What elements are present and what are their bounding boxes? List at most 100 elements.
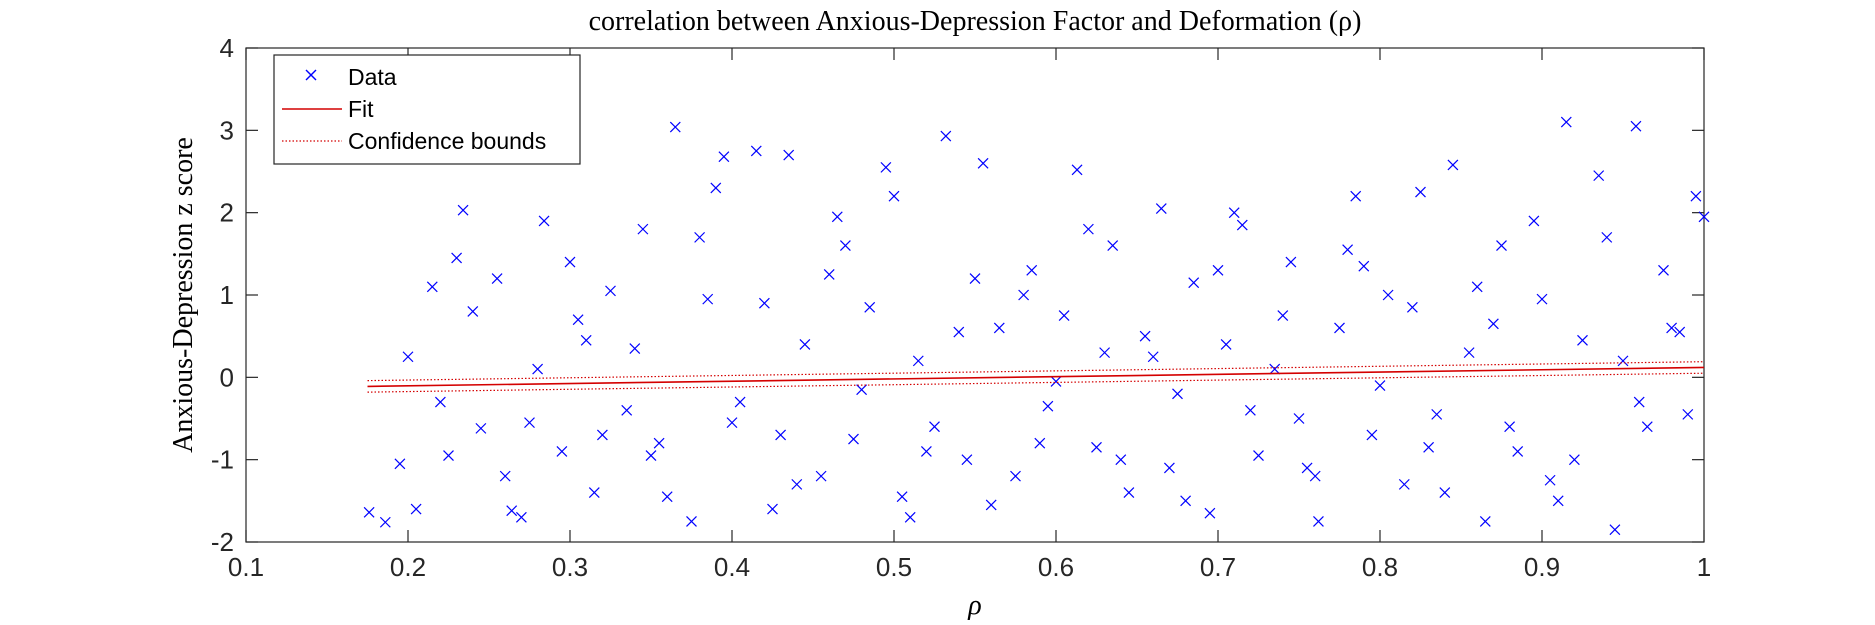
data-point <box>1334 322 1345 334</box>
data-point <box>1155 203 1167 214</box>
data-point <box>1244 404 1256 416</box>
data-point <box>491 273 503 284</box>
data-point <box>904 511 916 523</box>
data-point <box>621 404 633 416</box>
data-point <box>1690 190 1702 202</box>
data-point <box>1674 326 1686 338</box>
data-point <box>710 182 722 194</box>
data-point <box>1630 120 1642 132</box>
data-point <box>1593 170 1605 182</box>
legend-label-confidence: Confidence bounds <box>348 128 546 154</box>
data-point <box>734 396 746 408</box>
data-point <box>1398 478 1410 490</box>
data-point <box>1269 363 1281 375</box>
data-point <box>1496 240 1507 252</box>
data-point <box>1641 421 1653 433</box>
data-point <box>750 145 762 157</box>
y-tick-label: -1 <box>211 445 234 475</box>
y-axis-label: Anxious-Depression z score <box>168 137 199 453</box>
data-point <box>1423 441 1435 453</box>
fit-layer <box>367 361 1705 393</box>
data-point <box>1139 330 1151 342</box>
data-point <box>839 240 851 252</box>
data-point <box>831 211 843 223</box>
data-point <box>1544 474 1556 486</box>
data-point <box>961 454 973 466</box>
y-axis: -2 -1 0 1 2 3 4 <box>211 33 1704 557</box>
confidence-lower-line <box>367 372 1705 393</box>
data-point <box>1228 207 1240 219</box>
y-tick-label: 3 <box>220 115 234 145</box>
data-point <box>953 326 965 338</box>
data-point <box>1439 487 1451 499</box>
data-point <box>1253 450 1264 461</box>
data-point <box>443 450 454 461</box>
data-point <box>969 273 981 284</box>
data-point <box>1010 470 1021 482</box>
data-point <box>506 505 518 517</box>
data-point <box>1528 215 1540 227</box>
data-point <box>1609 524 1621 536</box>
data-point <box>726 417 738 429</box>
data-point <box>880 161 892 173</box>
data-point <box>1313 515 1324 527</box>
data-point <box>394 458 406 470</box>
data-point <box>1471 281 1483 293</box>
data-point <box>1034 437 1046 449</box>
x-tick-label: 0.8 <box>1362 552 1398 582</box>
data-point <box>1293 413 1305 424</box>
data-point <box>653 437 665 449</box>
data-point <box>1018 289 1030 301</box>
data-point <box>1415 186 1426 198</box>
data-point <box>1463 347 1475 359</box>
data-point <box>538 215 550 227</box>
data-point <box>410 503 422 515</box>
data-point <box>1082 223 1094 235</box>
data-point <box>402 351 414 363</box>
data-point <box>434 396 446 408</box>
data-point <box>1204 507 1216 519</box>
data-point <box>1552 495 1564 507</box>
data-point <box>767 503 778 515</box>
data-point <box>1285 256 1297 268</box>
data-point <box>1536 293 1548 305</box>
data-point <box>1601 231 1613 243</box>
data-point <box>1115 454 1127 466</box>
data-point <box>605 285 616 297</box>
data-point <box>588 487 600 499</box>
data-point <box>1277 310 1289 322</box>
data-point <box>1188 277 1200 289</box>
data-point <box>783 149 795 161</box>
legend-item-data: Data <box>305 64 397 90</box>
y-tick-label: 4 <box>220 33 234 63</box>
data-point <box>864 301 876 313</box>
data-point <box>775 429 787 441</box>
chart-title: correlation between Anxious-Depression F… <box>589 6 1362 37</box>
data-point <box>799 338 811 350</box>
data-point <box>1050 376 1062 387</box>
data-point <box>758 297 770 309</box>
data-point <box>363 506 375 518</box>
data-point <box>1236 219 1248 231</box>
y-tick-label: 2 <box>220 198 234 228</box>
fit-line <box>367 366 1705 388</box>
data-point <box>1577 334 1588 346</box>
data-point <box>451 252 463 264</box>
data-point <box>1479 515 1491 527</box>
data-point <box>977 157 989 169</box>
data-point <box>467 306 479 317</box>
data-point <box>1487 318 1499 330</box>
data-point <box>1180 495 1192 507</box>
data-point <box>524 417 535 429</box>
x-tick-label: 0.9 <box>1524 552 1560 582</box>
data-point <box>920 446 932 457</box>
data-point <box>940 130 952 142</box>
data-point <box>1658 264 1669 276</box>
data-point <box>1342 244 1354 256</box>
data-point <box>1309 470 1321 482</box>
data-point <box>596 429 608 441</box>
data-point <box>1447 159 1459 171</box>
confidence-upper-line <box>367 361 1705 382</box>
data-point <box>1350 190 1362 202</box>
x-tick-label: 0.3 <box>552 552 588 582</box>
